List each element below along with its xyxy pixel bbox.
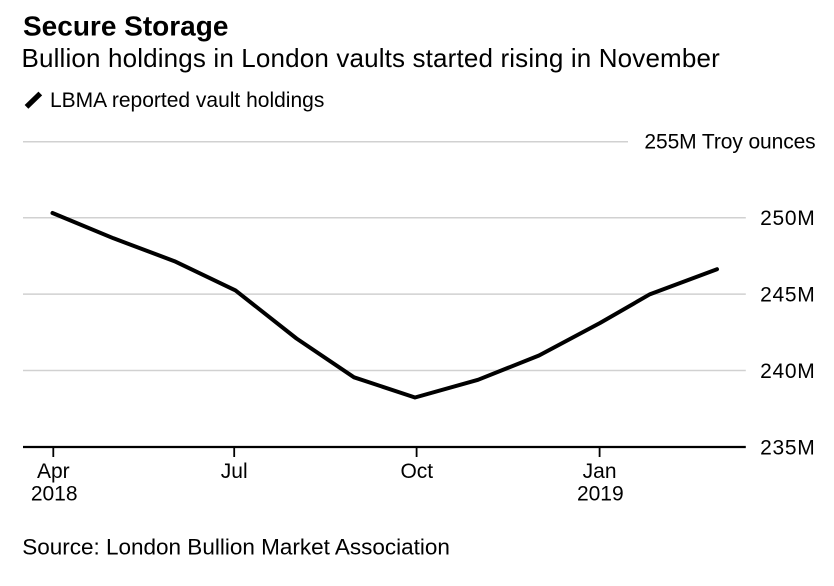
- svg-text:Source: London Bullion Market: Source: London Bullion Market Associatio…: [22, 534, 450, 559]
- svg-text:Jan: Jan: [583, 460, 617, 483]
- svg-text:Apr: Apr: [37, 460, 70, 483]
- svg-text:Secure Storage: Secure Storage: [23, 10, 228, 41]
- svg-text:235M: 235M: [760, 436, 815, 459]
- svg-text:2019: 2019: [577, 482, 624, 505]
- svg-text:Bullion holdings in London vau: Bullion holdings in London vaults starte…: [22, 43, 721, 73]
- svg-text:LBMA reported vault holdings: LBMA reported vault holdings: [50, 89, 324, 112]
- svg-text:Jul: Jul: [221, 460, 248, 483]
- svg-text:245M: 245M: [760, 284, 815, 307]
- svg-text:255M Troy ounces: 255M Troy ounces: [644, 130, 815, 153]
- svg-text:Oct: Oct: [400, 460, 433, 483]
- svg-text:2018: 2018: [31, 482, 78, 505]
- svg-text:240M: 240M: [760, 360, 815, 383]
- svg-text:250M: 250M: [760, 207, 815, 230]
